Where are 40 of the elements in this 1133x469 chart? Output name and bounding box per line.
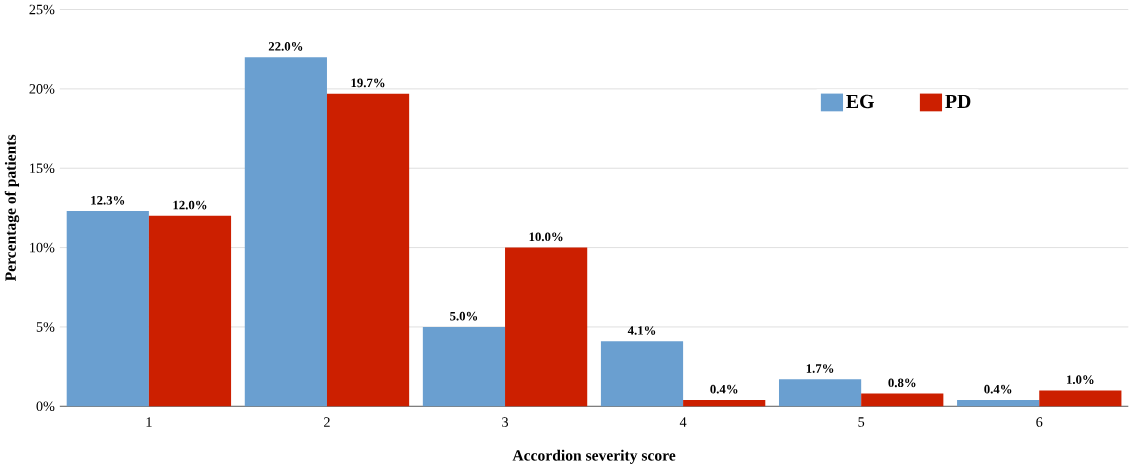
- data-label: 10.0%: [529, 232, 563, 242]
- y-tick-label: 5%: [36, 322, 55, 332]
- x-tick-label: 4: [679, 417, 687, 427]
- bar: [505, 247, 588, 407]
- y-tick-label: 0%: [36, 401, 55, 412]
- x-tick-label: 5: [858, 417, 865, 427]
- legend-label: EG: [846, 95, 874, 109]
- y-tick-label: 20%: [29, 84, 55, 94]
- data-label: 0.4%: [710, 385, 738, 394]
- bar: [1039, 390, 1122, 407]
- x-axis-title: Accordion severity score: [512, 449, 676, 465]
- bar: [957, 400, 1040, 407]
- data-label: 12.0%: [173, 200, 207, 210]
- x-tick-label: 6: [1036, 417, 1043, 428]
- x-tick-label: 1: [146, 417, 152, 427]
- y-tick-label: 15%: [30, 163, 55, 174]
- bar: [600, 341, 684, 407]
- bar: [66, 211, 149, 407]
- data-label: 12.3%: [91, 196, 125, 205]
- legend-label: PD: [945, 95, 971, 109]
- data-label: 5.0%: [450, 312, 478, 321]
- bar: [683, 400, 766, 407]
- x-tick-label: 3: [502, 417, 509, 428]
- data-label: 19.7%: [351, 78, 385, 88]
- data-label: 1.7%: [806, 364, 834, 374]
- bar: [148, 216, 232, 407]
- data-label: 22.0%: [268, 42, 303, 51]
- data-label: 4.1%: [627, 326, 656, 335]
- bar: [778, 379, 862, 407]
- y-axis-title: Percentage of patients: [4, 135, 20, 282]
- bar: [422, 327, 506, 407]
- y-tick-label: 10%: [30, 242, 55, 253]
- bar: [244, 57, 327, 407]
- bar: [861, 393, 944, 407]
- data-label: 0.4%: [984, 385, 1012, 394]
- y-tick-label: 25%: [29, 4, 55, 15]
- data-label: 0.8%: [888, 378, 916, 388]
- x-tick-label: 2: [324, 417, 330, 427]
- data-label: 1.0%: [1067, 375, 1094, 385]
- bar: [326, 93, 410, 407]
